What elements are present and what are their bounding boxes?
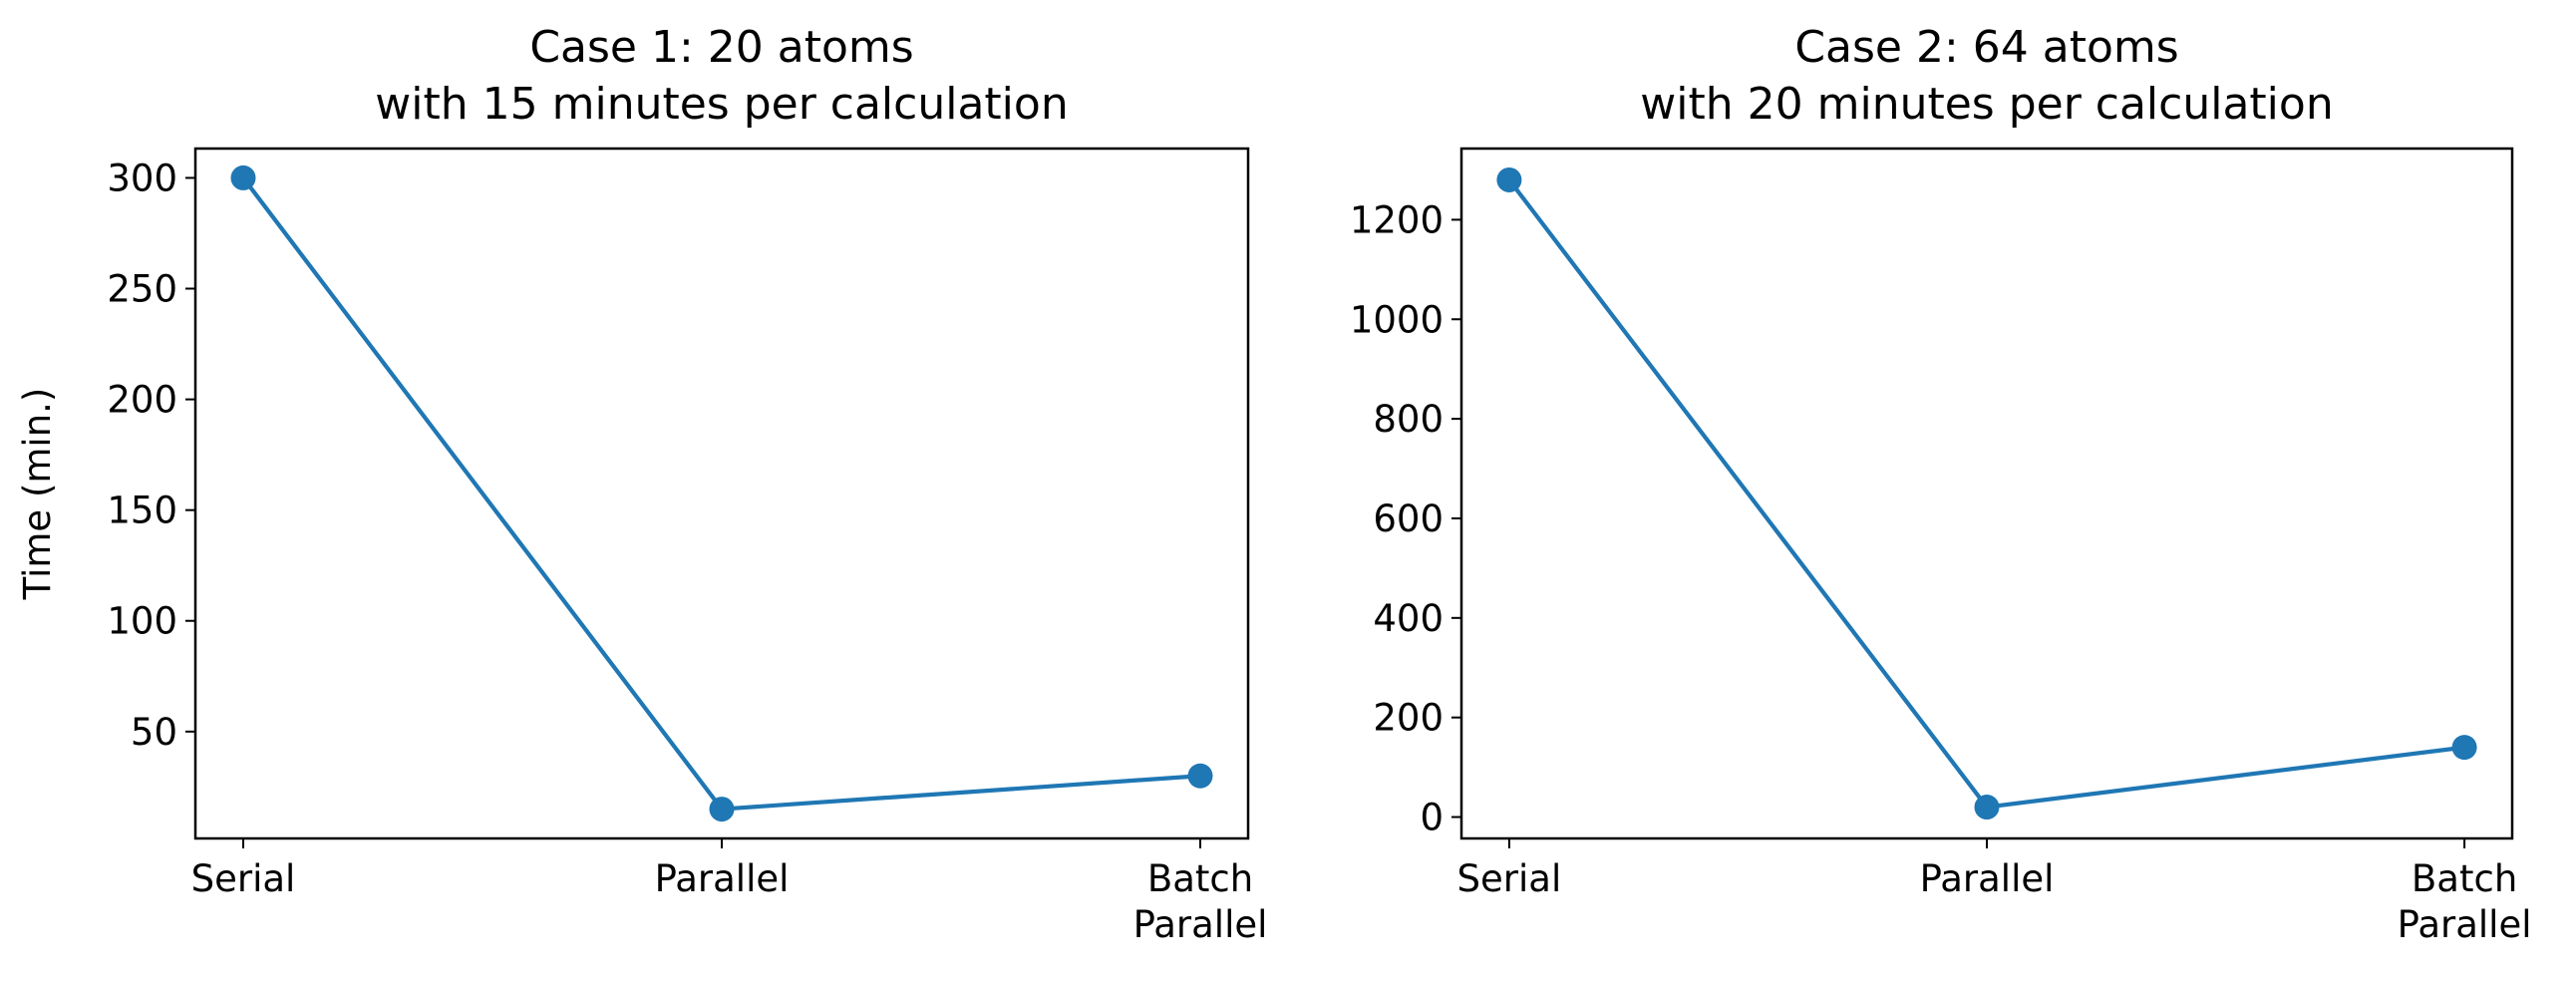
data-point (1496, 166, 1522, 192)
chart-panel-1: Case 1: 20 atoms with 15 minutes per calc… (16, 22, 1267, 946)
chart-panel-2: Case 2: 64 atoms with 20 minutes per calc… (1350, 22, 2532, 946)
y-axis-label: Time (min.) (16, 388, 59, 601)
y-tick-label: 200 (1373, 697, 1444, 740)
y-tick-label: 200 (107, 379, 177, 422)
x-tick-label: Batch (1147, 857, 1253, 900)
x-tick-label: Parallel (2398, 903, 2532, 946)
series-line (241, 176, 1201, 812)
chart-title-line-1: Case 2: 64 atoms (1794, 22, 2178, 73)
data-point (709, 797, 735, 822)
data-point (230, 164, 256, 190)
x-tick-label: Batch (2412, 857, 2517, 900)
y-tick-label: 50 (131, 711, 177, 754)
y-tick-label: 400 (1373, 597, 1444, 640)
x-tick-label: Serial (191, 857, 296, 900)
y-tick-label: 1000 (1350, 298, 1444, 341)
x-tick-label: Parallel (1920, 857, 2055, 900)
x-tick-label: Serial (1457, 857, 1562, 900)
axes-frame (193, 147, 1250, 840)
data-point (1974, 795, 2000, 820)
y-tick-label: 1200 (1350, 198, 1444, 241)
data-point (2451, 735, 2477, 761)
series-line (1507, 178, 2465, 810)
data-point (1187, 763, 1213, 789)
chart-title-line-1: Case 1: 20 atoms (529, 22, 913, 73)
x-tick-label: Parallel (655, 857, 790, 900)
y-tick-label: 100 (107, 600, 177, 643)
y-tick-label: 600 (1373, 497, 1444, 540)
y-tick-label: 800 (1373, 398, 1444, 441)
y-tick-label: 300 (107, 157, 177, 199)
y-tick-label: 250 (107, 268, 177, 311)
chart-title-line-2: with 20 minutes per calculation (1640, 79, 2333, 130)
x-tick-label: Parallel (1133, 903, 1268, 946)
y-tick-label: 0 (1420, 797, 1444, 839)
axes-frame (1459, 147, 2514, 840)
chart-title-line-2: with 15 minutes per calculation (375, 79, 1068, 130)
y-tick-label: 150 (107, 490, 177, 532)
